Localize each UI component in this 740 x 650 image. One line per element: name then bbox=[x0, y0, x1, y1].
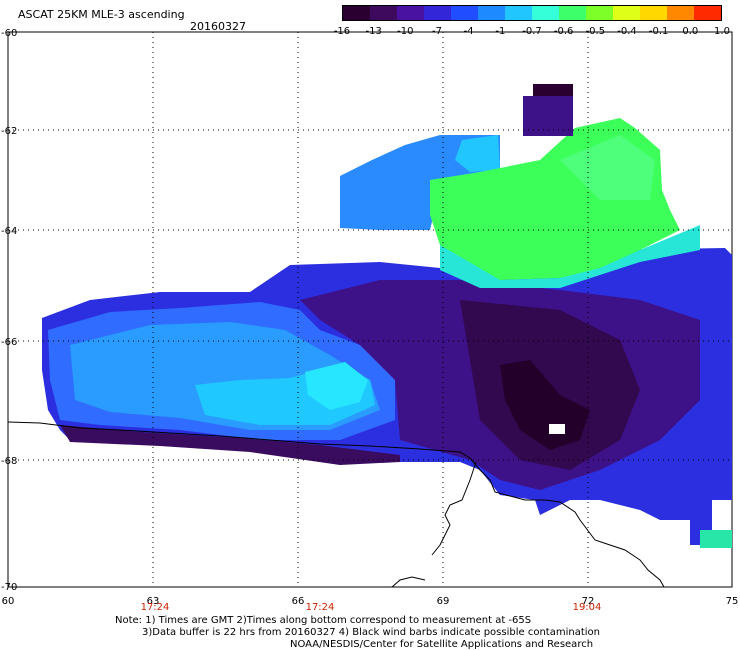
color-swatch bbox=[370, 6, 397, 20]
latitude-label: -60 bbox=[1, 28, 17, 39]
longitude-label: 60 bbox=[2, 596, 15, 607]
color-swatch bbox=[613, 6, 640, 20]
color-swatch bbox=[586, 6, 613, 20]
swath-green-light bbox=[560, 135, 655, 200]
color-swatch bbox=[451, 6, 478, 20]
color-swatch bbox=[397, 6, 424, 20]
swath-dark-strip bbox=[60, 425, 400, 465]
latitude-label: -62 bbox=[1, 126, 17, 137]
longitude-label: 69 bbox=[437, 596, 450, 607]
note-line-2: 3)Data buffer is 22 hrs from 20160327 4)… bbox=[142, 627, 600, 638]
swath-green-fringe bbox=[440, 225, 700, 288]
swath-upper-cyan bbox=[455, 135, 500, 172]
latitude-label: -64 bbox=[1, 226, 17, 237]
longitude-label: 66 bbox=[292, 596, 305, 607]
missing-cell bbox=[549, 424, 565, 434]
longitude-label: 63 bbox=[147, 596, 160, 607]
note-line-3: NOAA/NESDIS/Center for Satellite Applica… bbox=[290, 639, 594, 650]
map-date: 20160327 bbox=[190, 20, 246, 33]
color-swatch bbox=[667, 6, 694, 20]
swath-isolated-top bbox=[533, 84, 573, 96]
swath-corner-patch bbox=[700, 530, 732, 548]
color-swatch bbox=[694, 6, 721, 20]
time-label: 17:24 bbox=[141, 602, 170, 613]
color-swatch bbox=[424, 6, 451, 20]
latitude-label: -66 bbox=[1, 337, 17, 348]
coastline bbox=[7, 421, 665, 588]
longitude-label: 75 bbox=[726, 596, 739, 607]
swath-isolated-patch bbox=[523, 96, 573, 136]
note-line-1: Note: 1) Times are GMT 2)Times along bot… bbox=[115, 615, 532, 626]
coastline-lower bbox=[391, 576, 426, 588]
latitude-label: -68 bbox=[1, 456, 17, 467]
data-swath bbox=[42, 84, 732, 548]
color-swatch bbox=[532, 6, 559, 20]
graticule bbox=[8, 32, 732, 587]
time-label: 19:04 bbox=[573, 602, 602, 613]
longitude-label: 72 bbox=[582, 596, 595, 607]
map-title: ASCAT 25KM MLE-3 ascending bbox=[18, 8, 185, 21]
latitude-label: -70 bbox=[1, 582, 17, 593]
time-label: 17:24 bbox=[306, 602, 335, 613]
color-swatch bbox=[640, 6, 667, 20]
color-swatch bbox=[478, 6, 505, 20]
swath-darkest bbox=[500, 360, 590, 450]
swath-cyan-2 bbox=[305, 362, 368, 410]
coastline-inlet bbox=[431, 461, 477, 556]
color-swatch bbox=[559, 6, 586, 20]
color-swatch bbox=[505, 6, 532, 20]
color-scale-bar bbox=[342, 5, 722, 21]
color-swatch bbox=[343, 6, 370, 20]
